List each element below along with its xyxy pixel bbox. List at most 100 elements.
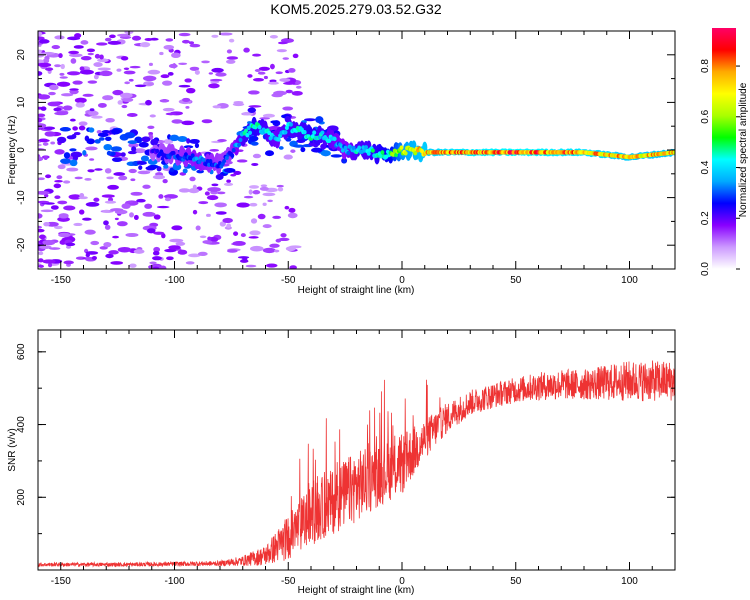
spectrogram-cell: [346, 150, 351, 156]
spectrogram-speckle: [165, 112, 177, 116]
spectrogram-speckle: [42, 239, 56, 246]
spectrogram-speckle: [156, 205, 170, 209]
y-tick-label: 400: [16, 416, 27, 433]
spectrogram-speckle: [74, 33, 82, 39]
spectrogram-speckle: [199, 235, 207, 239]
spectrogram-speckle: [57, 200, 68, 205]
spectrogram-speckle: [50, 141, 56, 145]
spectrogram-cell: [245, 132, 250, 138]
spectrogram-speckle: [136, 161, 147, 165]
spectrogram-speckle: [152, 174, 165, 180]
spectrogram-cell: [276, 137, 281, 142]
spectrogram-speckle: [206, 213, 211, 217]
spectrogram-cell: [222, 159, 227, 164]
spectrogram-speckle: [148, 62, 153, 66]
spectrogram-speckle: [43, 155, 48, 160]
spectrogram-speckle: [121, 203, 131, 209]
spectrogram-speckle: [223, 182, 234, 187]
spectrogram-speckle: [69, 159, 78, 167]
spectrogram-speckle: [91, 115, 103, 119]
spectrogram-speckle: [54, 225, 63, 230]
spectrogram-speckle: [247, 74, 253, 78]
spectrogram-speckle: [145, 99, 152, 106]
spectrogram-speckle: [120, 56, 129, 61]
spectrogram-speckle: [40, 106, 47, 111]
spectrogram-speckle: [250, 218, 258, 224]
spectrogram-speckle: [126, 113, 138, 117]
spectrogram-speckle: [58, 53, 63, 59]
spectrogram-speckle: [125, 200, 133, 204]
spectrogram-speckle: [103, 220, 109, 226]
spectrogram-speckle: [69, 118, 76, 122]
spectrogram-speckle: [38, 113, 46, 118]
spectrogram-speckle: [290, 149, 296, 153]
spectrogram-speckle: [72, 80, 83, 85]
spectrogram-speckle: [211, 34, 219, 38]
spectrogram-speckle: [105, 117, 115, 123]
spectrogram-speckle: [101, 129, 111, 134]
spectrogram-speckle: [248, 236, 259, 239]
spectrogram-speckle: [262, 202, 267, 206]
spectrogram-speckle: [123, 70, 136, 75]
spectrogram-speckle: [74, 176, 83, 180]
spectrogram-speckle: [54, 64, 61, 68]
x-tick-label: -50: [281, 275, 296, 286]
spectrogram-speckle: [137, 170, 151, 175]
colorbar-tick-label: 0.0: [700, 262, 711, 276]
spectrogram-speckle: [167, 72, 174, 76]
spectrogram-speckle: [184, 78, 192, 83]
spectrogram-speckle: [171, 119, 183, 124]
y-tick-label: 600: [16, 343, 27, 360]
spectrogram-cell: [230, 153, 235, 158]
spectrogram-cell: [231, 148, 236, 153]
spectrogram-speckle: [111, 157, 123, 163]
spectrogram-speckle: [103, 242, 112, 248]
spectrogram-speckle: [206, 195, 219, 201]
spectrogram-speckle: [43, 193, 49, 198]
spectrogram-speckle: [85, 202, 100, 207]
spectrogram-speckle: [260, 184, 268, 188]
spectrogram-speckle: [43, 222, 50, 227]
spectrogram-speckle: [296, 139, 306, 144]
spectrogram-cell: [155, 148, 160, 154]
spectrogram-speckle: [89, 158, 95, 161]
spectrogram-speckle: [262, 247, 276, 254]
spectrogram-speckle: [72, 155, 79, 161]
spectrogram-speckle: [106, 176, 114, 180]
spectrogram-speckle: [73, 222, 83, 227]
spectrogram-speckle: [128, 168, 137, 174]
spectrogram-speckle: [279, 78, 291, 82]
spectrogram-speckle: [38, 156, 44, 162]
spectrogram-speckle: [185, 261, 195, 265]
spectrogram-speckle: [85, 146, 98, 151]
spectrogram-speckle: [181, 39, 190, 44]
spectrogram-cell: [237, 142, 242, 148]
spectrogram-speckle: [103, 143, 113, 151]
x-tick-label: -150: [51, 275, 71, 286]
spectrogram-speckle: [218, 32, 233, 36]
spectrogram-speckle: [56, 81, 71, 87]
x-tick-label: -100: [164, 576, 184, 587]
spectrogram-speckle: [153, 214, 161, 220]
spectrogram-speckle: [54, 195, 61, 200]
spectrogram-speckle: [226, 179, 231, 183]
spectrogram-cell: [257, 124, 262, 130]
spectrogram-speckle: [181, 120, 195, 126]
spectrogram-speckle: [87, 169, 95, 173]
spectrogram-speckle: [182, 97, 191, 103]
spectrogram-speckle: [149, 261, 157, 265]
spectrogram-speckle: [175, 241, 186, 246]
x-tick-label: -150: [51, 576, 71, 587]
spectrogram-speckle: [86, 48, 96, 53]
spectrogram-speckle: [38, 234, 46, 240]
spectrogram-speckle: [96, 42, 108, 46]
spectrogram-speckle: [161, 233, 166, 239]
spectrogram-speckle: [85, 251, 99, 255]
spectrogram-speckle: [342, 159, 347, 164]
spectrogram-speckle: [252, 190, 261, 195]
spectrogram-speckle: [262, 113, 275, 118]
spectrogram-speckle: [117, 33, 131, 37]
spectrogram-speckle: [107, 184, 119, 190]
spectrogram-speckle: [248, 105, 262, 108]
spectrogram-speckle: [152, 266, 160, 269]
